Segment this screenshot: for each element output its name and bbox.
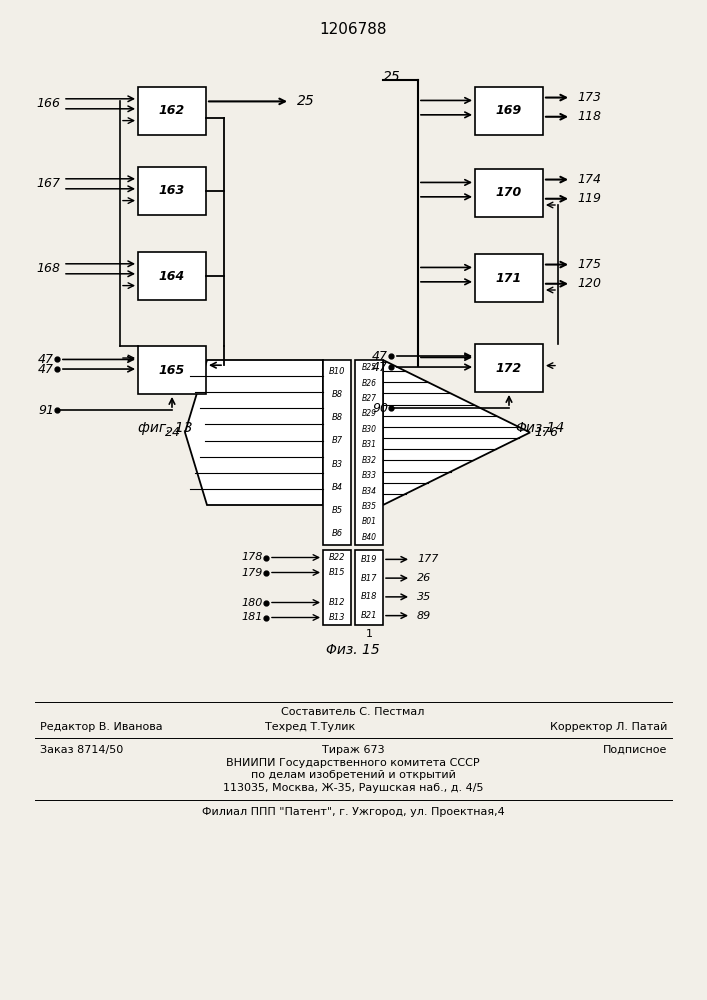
Text: 169: 169 [496,104,522,117]
Text: B6: B6 [332,529,343,538]
Text: B4: B4 [332,483,343,492]
Text: B8: B8 [332,390,343,399]
Text: 91: 91 [38,403,54,416]
Bar [138,252,206,300]
Text: 164: 164 [159,269,185,282]
Bar [138,87,206,135]
Text: B29: B29 [361,409,377,418]
Text: 24: 24 [165,426,181,439]
Text: 174: 174 [577,173,601,186]
Bar [355,360,383,545]
Text: 47: 47 [38,353,54,366]
Bar [475,344,543,392]
Text: B31: B31 [361,440,377,449]
Text: Техред Т.Тулик: Техред Т.Тулик [265,722,355,732]
Text: 119: 119 [577,192,601,205]
Text: 170: 170 [496,186,522,200]
Text: B32: B32 [361,456,377,465]
Text: B40: B40 [361,533,377,542]
Text: 25: 25 [297,94,315,108]
Text: 175: 175 [577,258,601,271]
Text: B15: B15 [329,568,345,577]
Text: 120: 120 [577,277,601,290]
Bar [138,167,206,215]
Bar [475,169,543,217]
Text: B26: B26 [361,379,377,388]
Text: B30: B30 [361,425,377,434]
Polygon shape [383,360,530,505]
Text: B18: B18 [361,592,378,601]
Text: 113035, Москва, Ж-35, Раушская наб., д. 4/5: 113035, Москва, Ж-35, Раушская наб., д. … [223,783,484,793]
Text: Тираж 673: Тираж 673 [322,745,385,755]
Text: 176: 176 [534,426,558,439]
Text: 47: 47 [372,361,388,374]
Text: Корректор Л. Патай: Корректор Л. Патай [549,722,667,732]
Text: B17: B17 [361,574,378,583]
Text: 171: 171 [496,271,522,284]
Bar [475,254,543,302]
Text: 173: 173 [577,91,601,104]
Text: B22: B22 [329,553,345,562]
Text: 90: 90 [372,401,388,414]
Text: 47: 47 [372,350,388,362]
Bar [138,346,206,394]
Text: 1: 1 [366,629,373,639]
Text: 172: 172 [496,361,522,374]
Text: ВНИИПИ Государственного комитета СССР: ВНИИПИ Государственного комитета СССР [226,758,480,768]
Text: B8: B8 [332,413,343,422]
Text: 35: 35 [417,592,431,602]
Text: 178: 178 [242,552,263,562]
Text: 177: 177 [417,554,438,564]
Text: фиг. 13: фиг. 13 [138,421,192,435]
Text: 118: 118 [577,110,601,123]
Text: B19: B19 [361,555,378,564]
Text: B12: B12 [329,598,345,607]
Text: B5: B5 [332,506,343,515]
Text: 47: 47 [38,363,54,376]
Text: Филиал ППП "Патент", г. Ужгород, ул. Проектная,4: Филиал ППП "Патент", г. Ужгород, ул. Про… [201,807,504,817]
Text: B21: B21 [361,611,378,620]
Text: B34: B34 [361,487,377,496]
Text: Заказ 8714/50: Заказ 8714/50 [40,745,123,755]
Text: Составитель С. Пестмал: Составитель С. Пестмал [281,707,425,717]
Text: Редактор В. Иванова: Редактор В. Иванова [40,722,163,732]
Text: B25: B25 [361,363,377,372]
Text: 181: 181 [242,612,263,622]
Text: B13: B13 [329,613,345,622]
Bar [475,87,543,135]
Bar [323,360,351,545]
Text: 165: 165 [159,363,185,376]
Text: 166: 166 [36,97,60,110]
Text: 167: 167 [36,177,60,190]
Text: 26: 26 [417,573,431,583]
Polygon shape [185,360,323,505]
Text: 1206788: 1206788 [320,22,387,37]
Text: 25: 25 [383,70,401,84]
Text: по делам изобретений и открытий: по делам изобретений и открытий [250,770,455,780]
Bar [355,550,383,625]
Text: Φиз.14: Φиз.14 [515,421,565,435]
Text: B3: B3 [332,460,343,469]
Text: 179: 179 [242,568,263,578]
Text: Φиз. 15: Φиз. 15 [326,643,380,657]
Text: 89: 89 [417,611,431,621]
Text: 163: 163 [159,184,185,198]
Text: B7: B7 [332,436,343,445]
Text: B33: B33 [361,471,377,480]
Text: 180: 180 [242,597,263,607]
Text: B35: B35 [361,502,377,511]
Text: 168: 168 [36,262,60,275]
Text: B27: B27 [361,394,377,403]
Bar [323,550,351,625]
Text: B10: B10 [329,367,345,376]
Text: Подписное: Подписное [602,745,667,755]
Text: 162: 162 [159,104,185,117]
Text: B01: B01 [361,517,377,526]
